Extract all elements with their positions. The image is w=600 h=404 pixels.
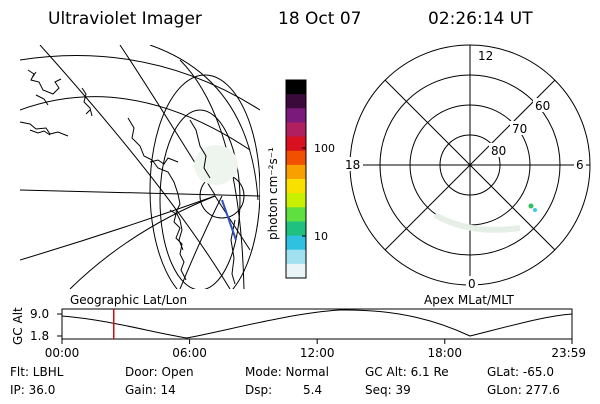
colorbar-tick-label-10: 10 <box>314 230 328 243</box>
colorbar-swatch <box>286 136 306 152</box>
colorbar-swatch <box>286 164 306 180</box>
info-glat: GLat: -65.0 <box>487 365 554 379</box>
polar-diagonal <box>384 79 556 251</box>
colorbar-swatch <box>286 207 306 222</box>
auroral-oval-glow <box>433 212 521 233</box>
coastline <box>19 69 236 285</box>
meridian-line <box>39 45 231 289</box>
info-seq: Seq: 39 <box>365 383 411 397</box>
timeline-frame <box>61 308 573 340</box>
colorbar-swatch <box>286 108 306 123</box>
info-ip: IP: 36.0 <box>10 383 55 397</box>
mlt-label-6: 6 <box>576 158 584 172</box>
info-panel: Flt: LBHL Door: Open Mode: Normal GC Alt… <box>10 365 560 397</box>
mlat-label-80: 80 <box>491 144 506 158</box>
colorbar-swatch <box>286 263 306 279</box>
field-of-view-ellipse <box>159 109 241 289</box>
mlt-label-18: 18 <box>345 158 360 172</box>
colorbar-label: photon cm⁻²s⁻¹ <box>266 147 280 240</box>
colorbar-swatch <box>286 80 306 95</box>
info-door: Door: Open <box>125 365 194 379</box>
mlat-label-70: 70 <box>512 122 527 136</box>
auroral-spot <box>528 203 534 209</box>
geographic-caption: Geographic Lat/Lon <box>70 293 187 307</box>
info-mode: Mode: Normal <box>245 365 329 379</box>
time-label: 02:26:14 UT <box>428 9 533 29</box>
polar-plot <box>349 44 591 286</box>
colorbar-tick-label-100: 100 <box>314 142 335 155</box>
y-axis-label: GC Alt <box>11 307 25 345</box>
meridian-line <box>20 195 216 261</box>
altitude-curve <box>61 309 573 339</box>
altitude-timeline: 9.0 1.8 GC Alt 00:00 06:00 12:00 18:00 23:59 <box>11 307 586 360</box>
colorbar-frame <box>285 79 307 279</box>
colorbar: 100 10 photon cm⁻²s⁻¹ <box>266 79 335 279</box>
mlt-label-0: 0 <box>468 277 476 291</box>
info-dsp-label: Dsp: <box>245 383 272 397</box>
x-tick-label: 18:00 <box>427 346 462 360</box>
x-tick-label: 00:00 <box>45 346 80 360</box>
meridian-line <box>179 195 223 289</box>
auroral-glow <box>194 145 238 185</box>
info-gain: Gain: 14 <box>125 383 176 397</box>
polar-labels: 12 0 18 6 60 70 80 <box>343 48 586 291</box>
y-tick-label-1-8: 1.8 <box>30 329 49 343</box>
info-gc-alt: GC Alt: 6.1 Re <box>365 365 449 379</box>
meridian-line <box>69 195 216 289</box>
x-tick-label: 12:00 <box>300 346 335 360</box>
colorbar-swatch <box>286 122 306 138</box>
x-tick-label: 06:00 <box>172 346 207 360</box>
outer-ellipse <box>149 74 260 289</box>
latitude-line <box>20 189 260 197</box>
colorbar-swatch <box>286 94 306 109</box>
auroral-spot <box>533 208 537 212</box>
apex-caption: Apex MLat/MLT <box>424 293 514 307</box>
latitude-arc <box>20 55 260 111</box>
x-tick-label: 23:59 <box>551 346 586 360</box>
colorbar-swatch <box>286 179 306 194</box>
instrument-title: Ultraviolet Imager <box>48 9 202 29</box>
colorbar-swatch <box>286 193 306 208</box>
meridian-line <box>214 195 251 251</box>
colorbar-swatch <box>286 235 306 251</box>
info-flt: Flt: LBHL <box>10 365 64 379</box>
mlat-label-60: 60 <box>535 99 550 113</box>
y-tick-label-9: 9.0 <box>30 307 49 321</box>
spacecraft-track <box>221 199 237 241</box>
latitude-arc <box>20 96 251 151</box>
geographic-map <box>19 45 260 289</box>
info-glon: GLon: 277.6 <box>487 383 560 397</box>
colorbar-swatch <box>286 150 306 166</box>
colorbar-swatch <box>286 249 306 265</box>
meridian-arc <box>149 45 259 201</box>
info-dsp-value: 5.4 <box>303 383 322 397</box>
mlt-label-12: 12 <box>478 49 493 63</box>
colorbar-swatch <box>286 221 306 237</box>
date-label: 18 Oct 07 <box>278 9 361 29</box>
